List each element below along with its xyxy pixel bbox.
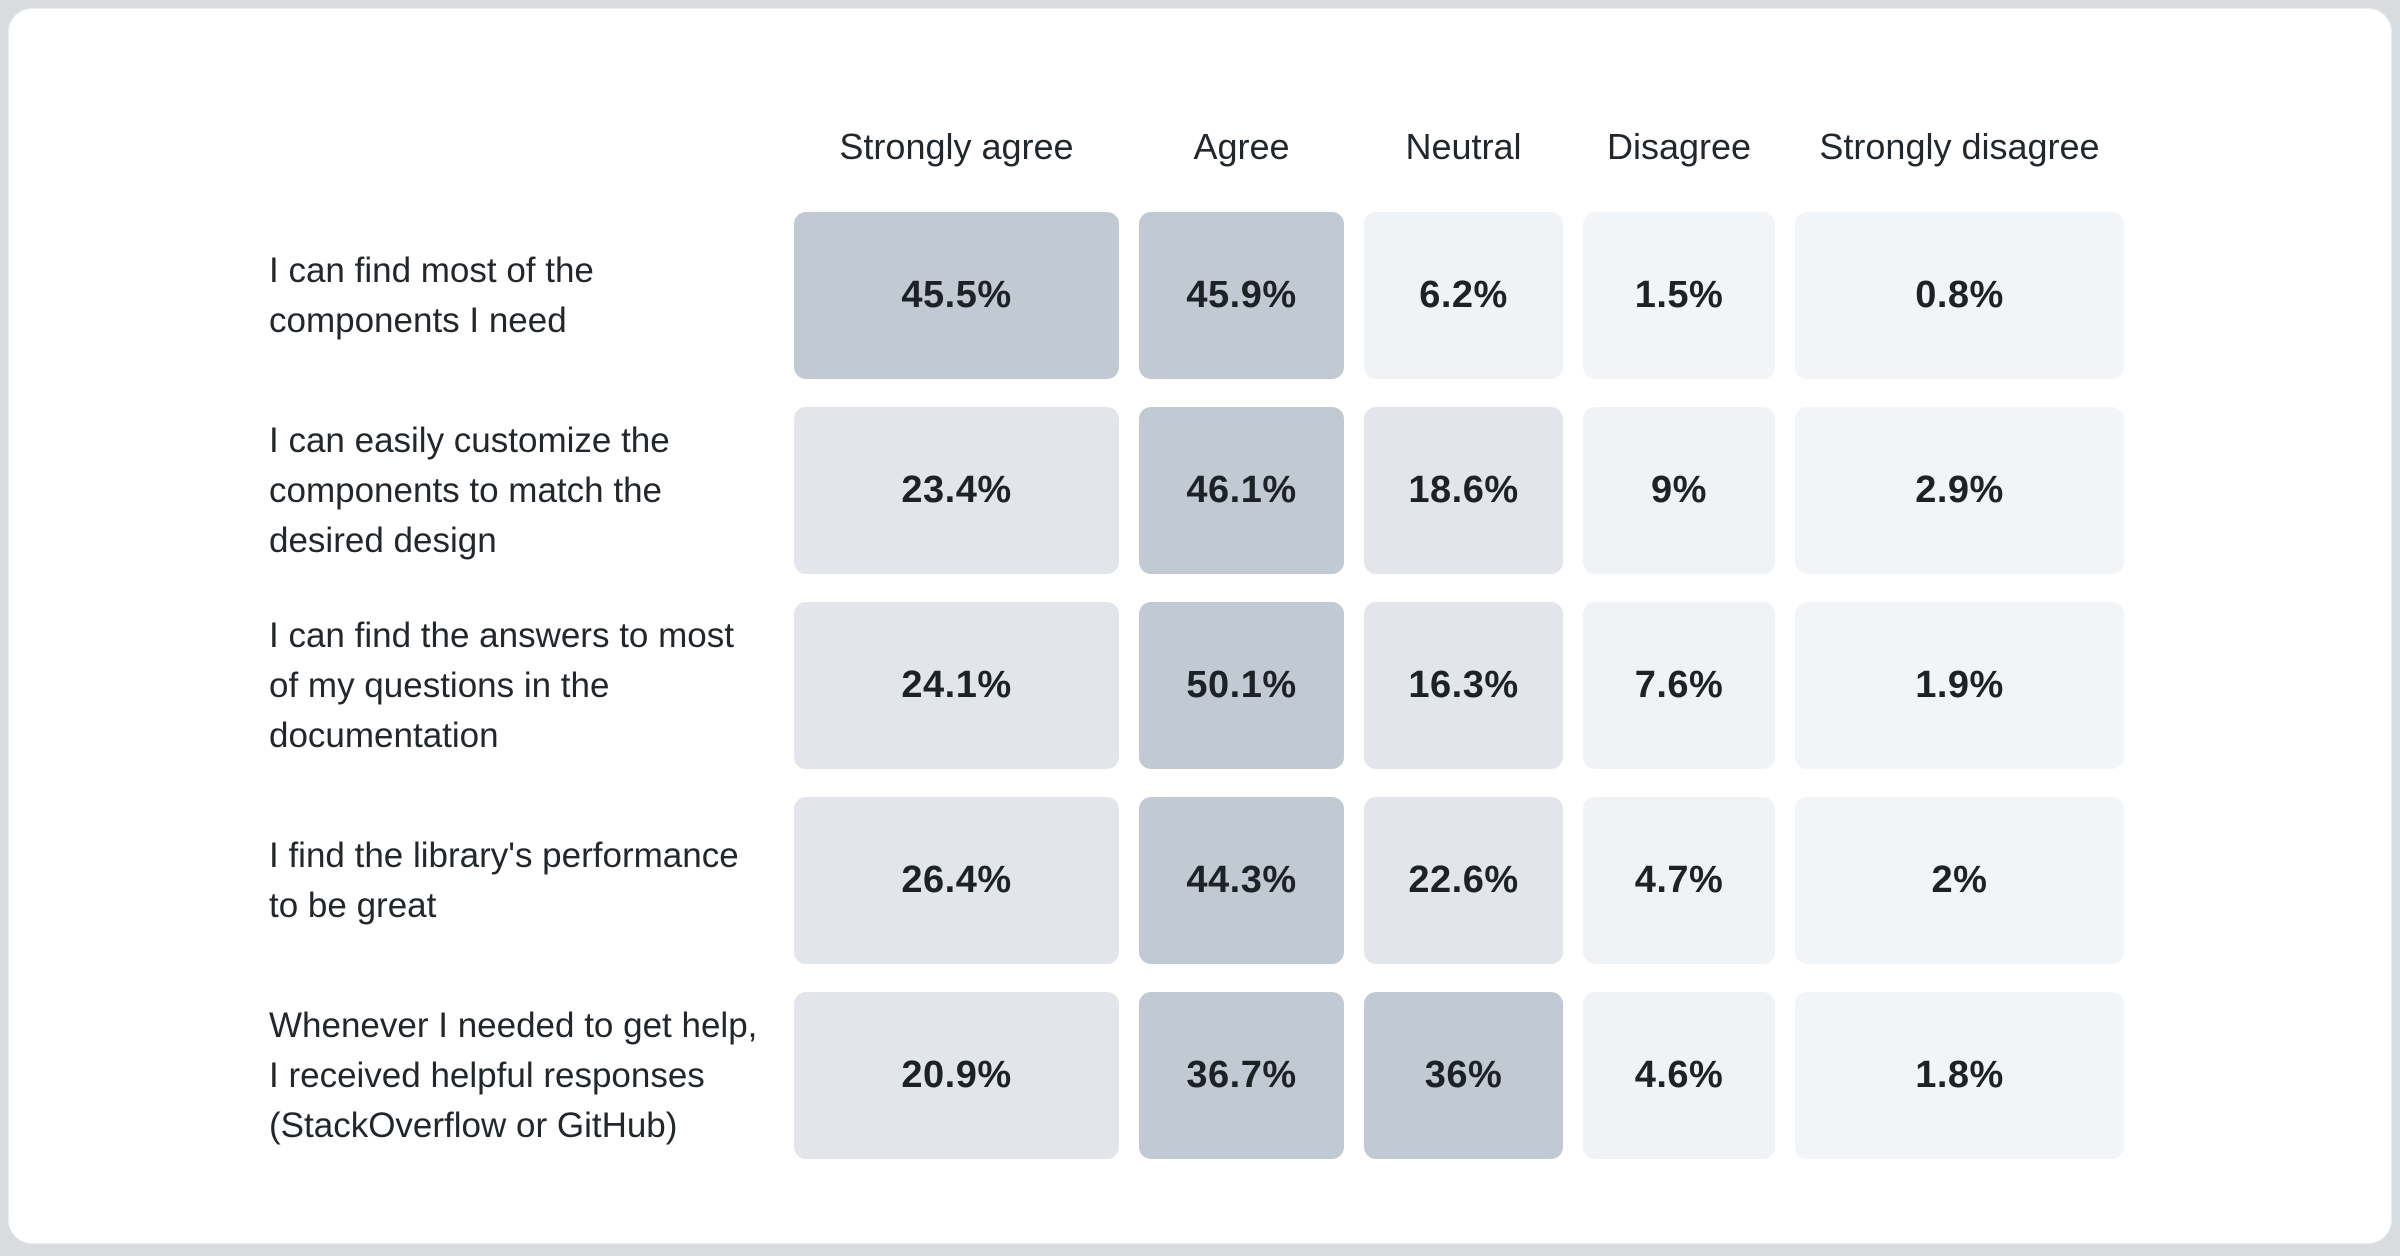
heatmap-cell: 46.1% (1139, 407, 1344, 574)
row-label: I can find the answers to most of my que… (269, 615, 734, 755)
heatmap-cell: 9% (1583, 407, 1775, 574)
column-header-strongly-disagree: Strongly disagree (1819, 125, 2100, 167)
column-header-strongly-agree: Strongly agree (839, 125, 1074, 167)
heatmap-cell: 22.6% (1364, 797, 1563, 964)
survey-results-card: Strongly agree Agree Neutral Disagree St… (8, 8, 2392, 1244)
heatmap-cell: 36% (1364, 992, 1563, 1159)
column-header-disagree: Disagree (1606, 125, 1752, 167)
heatmap-cell: 6.2% (1364, 212, 1563, 379)
heatmap-cell: 4.7% (1583, 797, 1775, 964)
heatmap-cell: 44.3% (1139, 797, 1344, 964)
heatmap-cell: 45.5% (794, 212, 1119, 379)
heatmap-cell: 20.9% (794, 992, 1119, 1159)
heatmap-cell: 7.6% (1583, 602, 1775, 769)
survey-heatmap-table: Strongly agree Agree Neutral Disagree St… (269, 109, 2124, 1159)
heatmap-cell: 2% (1795, 797, 2124, 964)
heatmap-cell: 23.4% (794, 407, 1119, 574)
row-label: I find the library's performance to be g… (269, 835, 739, 925)
heatmap-cell: 26.4% (794, 797, 1119, 964)
heatmap-cell: 1.9% (1795, 602, 2124, 769)
row-label: Whenever I needed to get help, I receive… (269, 1005, 758, 1145)
heatmap-cell: 24.1% (794, 602, 1119, 769)
heatmap-cell: 18.6% (1364, 407, 1563, 574)
heatmap-cell: 2.9% (1795, 407, 2124, 574)
heatmap-cell: 1.8% (1795, 992, 2124, 1159)
heatmap-cell: 16.3% (1364, 602, 1563, 769)
row-label: I can easily customize the components to… (269, 420, 670, 560)
heatmap-cell: 50.1% (1139, 602, 1344, 769)
corner-spacer (269, 109, 774, 184)
heatmap-cell: 1.5% (1583, 212, 1775, 379)
heatmap-cell: 0.8% (1795, 212, 2124, 379)
column-header-agree: Agree (1193, 125, 1290, 167)
heatmap-cell: 45.9% (1139, 212, 1344, 379)
heatmap-cell: 4.6% (1583, 992, 1775, 1159)
column-header-neutral: Neutral (1405, 125, 1522, 167)
heatmap-cell: 36.7% (1139, 992, 1344, 1159)
row-label: I can find most of the components I need (269, 250, 594, 340)
